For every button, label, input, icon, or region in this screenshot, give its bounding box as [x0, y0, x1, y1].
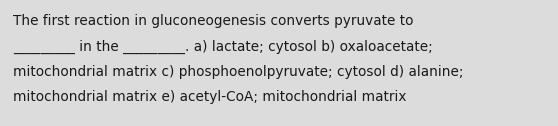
Text: The first reaction in gluconeogenesis converts pyruvate to: The first reaction in gluconeogenesis co…	[13, 14, 413, 28]
Text: _________ in the _________. a) lactate; cytosol b) oxaloacetate;: _________ in the _________. a) lactate; …	[13, 39, 433, 54]
Text: mitochondrial matrix c) phosphoenolpyruvate; cytosol d) alanine;: mitochondrial matrix c) phosphoenolpyruv…	[13, 65, 464, 79]
Text: mitochondrial matrix e) acetyl-CoA; mitochondrial matrix: mitochondrial matrix e) acetyl-CoA; mito…	[13, 90, 406, 104]
